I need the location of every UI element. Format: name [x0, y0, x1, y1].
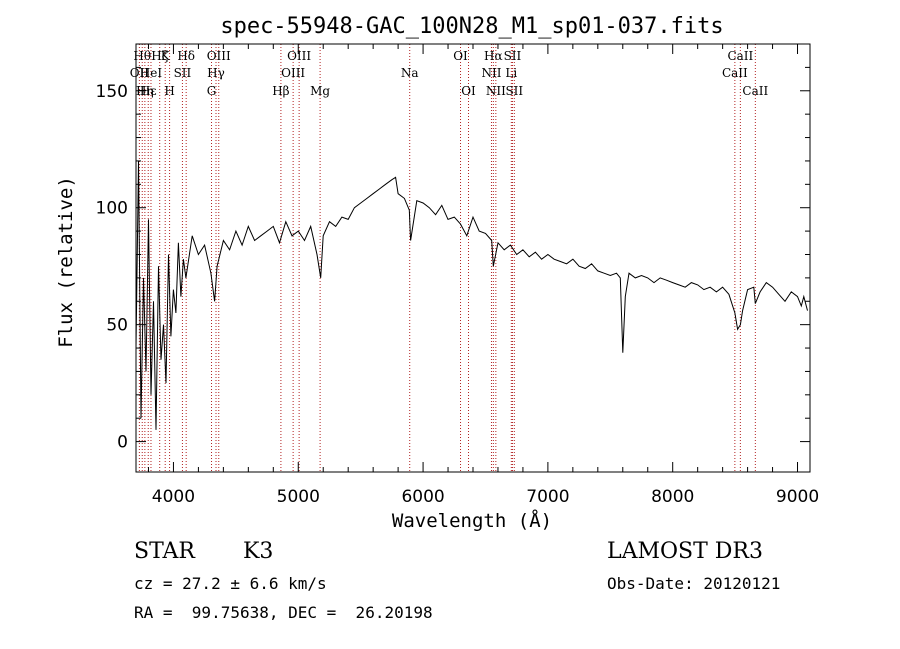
class-label: STAR	[134, 539, 195, 564]
plot-frame	[135, 43, 811, 473]
line-marker-label: CaII	[722, 66, 748, 80]
line-marker-label: NII	[481, 66, 501, 80]
x-axis-label: Wavelength (Å)	[392, 509, 552, 532]
x-tick-label: 5000	[277, 487, 320, 507]
line-marker-label: Hθ	[133, 49, 151, 63]
y-tick-label: 0	[117, 433, 128, 453]
line-marker-label: Hδ	[177, 49, 195, 63]
redshift-readout: cz = 27.2 ± 6.6 km/s	[134, 574, 327, 593]
line-marker-label: SII	[505, 84, 523, 98]
survey-label: LAMOST DR3	[607, 539, 763, 564]
x-tick-label: 4000	[152, 487, 195, 507]
line-marker-label: OIII	[287, 49, 311, 63]
line-marker-label: HeI	[140, 66, 163, 80]
subclass-label: K3	[243, 539, 274, 564]
spectrum-series	[135, 160, 808, 430]
x-tick-label: 9000	[776, 487, 819, 507]
line-marker-label: CaII	[727, 49, 753, 63]
x-tick-label: 6000	[401, 487, 444, 507]
y-tick-label: 100	[96, 199, 128, 219]
x-tick-label: 8000	[651, 487, 694, 507]
line-markers	[138, 44, 756, 472]
x-tick-label: 7000	[526, 487, 569, 507]
line-marker-label: K	[161, 49, 171, 63]
line-marker-label: OIII	[281, 66, 305, 80]
line-marker-label: SII	[174, 66, 192, 80]
line-marker-label: Hε	[140, 84, 157, 98]
line-marker-label: Mg	[310, 84, 330, 98]
line-marker-label: Hγ	[207, 66, 225, 80]
chart-title: spec-55948-GAC_100N28_M1_sp01-037.fits	[220, 14, 723, 39]
line-marker-label: SII	[504, 49, 522, 63]
y-tick-label: 50	[106, 316, 128, 336]
y-tick-label: 150	[96, 82, 128, 102]
line-marker-label: Na	[401, 66, 419, 80]
line-marker-label: NII	[486, 84, 506, 98]
coordinates: RA = 99.75638, DEC = 26.20198	[134, 603, 433, 622]
line-marker-label: H	[164, 84, 174, 98]
y-axis-label: Flux (relative)	[55, 176, 77, 348]
line-marker-label: OIII	[207, 49, 231, 63]
line-marker-label: G	[207, 84, 217, 98]
line-marker-label: OI	[453, 49, 468, 63]
line-marker-label: OI	[461, 84, 476, 98]
y-axis-ticks: 0 50 100 150	[96, 66, 810, 453]
line-marker-label: CaII	[742, 84, 768, 98]
x-axis-ticks: 4000 5000 6000 7000 8000 9000	[147, 44, 819, 507]
line-marker-label: Hβ	[272, 84, 289, 98]
line-marker-labels: OIIHθHηHεHeIHζKHSIIHδGHγOIIIHβOIIIOIIIMg…	[130, 49, 769, 98]
obs-date: Obs-Date: 20120121	[607, 574, 781, 593]
line-marker-label: Li	[505, 66, 517, 80]
line-marker-label: OII	[130, 66, 150, 80]
line-marker-label: Hα	[484, 49, 503, 63]
line-marker-label: Hζ	[151, 49, 168, 63]
